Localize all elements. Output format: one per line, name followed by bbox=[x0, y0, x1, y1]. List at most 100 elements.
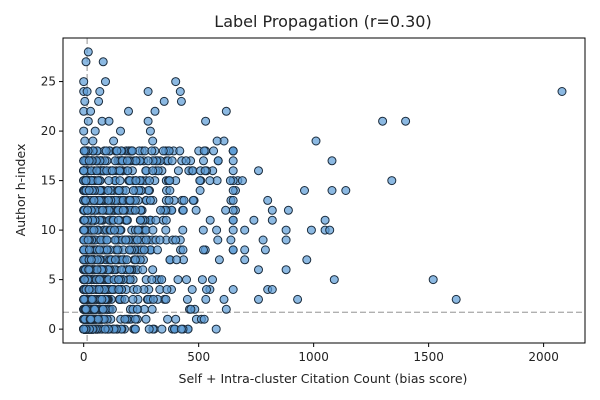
plot-frame bbox=[62, 37, 586, 344]
data-point bbox=[130, 255, 140, 265]
data-point bbox=[341, 186, 351, 195]
data-point bbox=[173, 275, 183, 285]
data-point bbox=[320, 215, 330, 225]
data-point bbox=[79, 275, 89, 285]
data-point bbox=[219, 294, 229, 304]
data-point bbox=[94, 285, 104, 294]
data-point bbox=[90, 126, 100, 136]
data-point bbox=[240, 245, 250, 255]
data-point bbox=[175, 146, 185, 156]
data-point bbox=[102, 245, 112, 255]
data-point bbox=[104, 116, 114, 126]
data-point bbox=[124, 106, 133, 116]
data-point bbox=[144, 324, 154, 334]
data-point bbox=[93, 314, 103, 324]
data-point bbox=[263, 195, 273, 205]
data-point bbox=[114, 285, 124, 294]
data-point bbox=[120, 294, 130, 304]
data-point bbox=[201, 294, 211, 304]
data-point bbox=[83, 205, 93, 215]
data-point bbox=[186, 304, 196, 314]
x-tick-label: 500 bbox=[187, 350, 210, 364]
data-point bbox=[139, 245, 149, 255]
data-point bbox=[228, 285, 238, 294]
data-point bbox=[148, 136, 158, 146]
data-point bbox=[86, 314, 96, 324]
data-point bbox=[254, 166, 263, 176]
data-point bbox=[100, 324, 110, 334]
data-point bbox=[401, 116, 411, 126]
data-point bbox=[131, 176, 141, 186]
data-point bbox=[254, 265, 263, 275]
data-point bbox=[195, 176, 205, 186]
data-point bbox=[226, 235, 236, 245]
data-point bbox=[79, 146, 89, 156]
data-point bbox=[178, 225, 188, 235]
data-point bbox=[228, 146, 238, 156]
data-point bbox=[113, 215, 123, 225]
data-point bbox=[213, 235, 223, 245]
data-point bbox=[147, 275, 157, 285]
data-point bbox=[89, 195, 99, 205]
data-point bbox=[249, 215, 259, 225]
data-point bbox=[172, 255, 182, 265]
data-point bbox=[302, 255, 312, 265]
data-point bbox=[176, 96, 186, 106]
data-point bbox=[145, 176, 154, 186]
data-point bbox=[209, 146, 219, 156]
data-point bbox=[214, 255, 224, 265]
data-point bbox=[92, 166, 102, 176]
x-tick-label: 1500 bbox=[413, 350, 444, 364]
data-point bbox=[116, 126, 125, 136]
data-point bbox=[300, 186, 309, 195]
data-point bbox=[212, 225, 222, 235]
data-point bbox=[228, 166, 238, 176]
data-point bbox=[114, 186, 124, 195]
data-point bbox=[83, 116, 93, 126]
data-point bbox=[325, 225, 335, 235]
data-point bbox=[212, 136, 222, 146]
data-point bbox=[84, 245, 94, 255]
data-point bbox=[79, 294, 89, 304]
data-point bbox=[208, 275, 217, 285]
data-point bbox=[195, 186, 205, 195]
x-tick-label: 0 bbox=[80, 350, 88, 364]
data-point bbox=[127, 146, 137, 156]
data-point bbox=[125, 245, 134, 255]
data-point bbox=[86, 255, 96, 265]
y-tick-label: 25 bbox=[41, 75, 56, 89]
data-point bbox=[171, 235, 181, 245]
data-point bbox=[83, 235, 93, 245]
data-point bbox=[147, 304, 157, 314]
data-point bbox=[157, 275, 167, 285]
data-point bbox=[225, 176, 235, 186]
data-point bbox=[176, 324, 186, 334]
data-point bbox=[86, 106, 96, 116]
data-point bbox=[228, 245, 238, 255]
data-point bbox=[104, 195, 113, 205]
y-tick-label: 15 bbox=[41, 174, 56, 188]
data-point bbox=[293, 294, 303, 304]
data-point bbox=[148, 265, 158, 275]
data-point bbox=[84, 265, 94, 275]
data-point bbox=[130, 324, 140, 334]
data-point bbox=[221, 106, 231, 116]
data-point bbox=[98, 304, 108, 314]
data-point bbox=[145, 126, 155, 136]
data-point bbox=[132, 285, 142, 294]
data-point bbox=[161, 215, 171, 225]
data-point bbox=[428, 275, 438, 285]
data-point bbox=[205, 215, 215, 225]
data-point bbox=[95, 87, 105, 96]
data-point bbox=[98, 57, 108, 67]
data-point bbox=[228, 186, 238, 195]
data-point bbox=[107, 166, 117, 176]
data-point bbox=[95, 275, 105, 285]
data-point bbox=[118, 205, 128, 215]
data-point bbox=[199, 156, 208, 166]
data-point bbox=[237, 176, 247, 186]
data-point bbox=[141, 235, 151, 245]
data-point bbox=[329, 275, 339, 285]
data-point bbox=[147, 146, 157, 156]
